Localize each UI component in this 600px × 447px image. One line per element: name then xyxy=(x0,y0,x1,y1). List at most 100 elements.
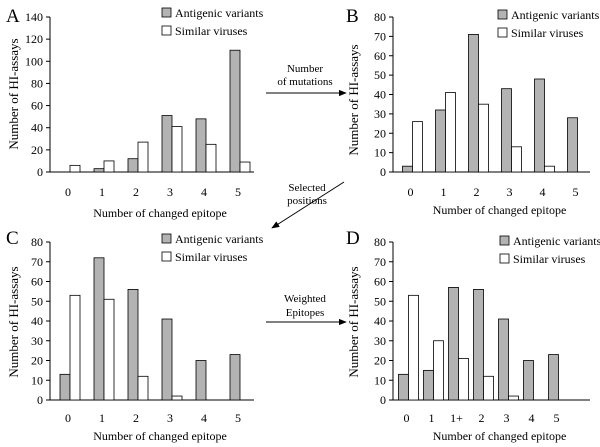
y-tick-label: 30 xyxy=(374,334,386,348)
y-tick-label: 60 xyxy=(374,49,386,63)
x-axis-label: Number of changed epitope xyxy=(433,203,567,217)
bar-antigenic-2 xyxy=(468,34,479,173)
bar-antigenic-3 xyxy=(501,88,512,173)
bar-antigenic-0 xyxy=(398,373,409,401)
y-tick-label: 80 xyxy=(31,76,43,90)
bar-antigenic-1 xyxy=(423,369,434,401)
y-tick-label: 50 xyxy=(374,68,386,82)
panel-A: A 0 20 40 60 80 100 120 140 0 1 2 3 4 5 Number of chang… xyxy=(6,6,264,220)
bar-similar-3 xyxy=(511,146,522,173)
legend: Antigenic variants Similar viruses xyxy=(161,232,264,264)
x-tick-label: 1 xyxy=(429,411,435,425)
y-tick-label: 10 xyxy=(374,373,386,387)
bar-antigenic-3 xyxy=(161,115,173,173)
bar-antigenic-5 xyxy=(229,49,241,173)
y-tick-label: 40 xyxy=(374,88,386,102)
arrow-label: Weighted xyxy=(284,293,326,305)
x-tick-label: 2 xyxy=(133,411,139,425)
bar-similar-2 xyxy=(478,103,489,173)
y-tick-label: 70 xyxy=(31,255,43,269)
y-axis-label: Number of HI-assays xyxy=(6,38,21,149)
x-tick-label: 5 xyxy=(573,185,579,199)
bar-antigenic-5 xyxy=(548,354,559,401)
y-tick-label: 60 xyxy=(31,99,43,113)
y-axis-label: Number of HI-assays xyxy=(346,44,361,155)
bar-similar-4 xyxy=(544,165,555,173)
x-axis-label: Number of changed epitope xyxy=(93,206,227,220)
y-tick-label: 30 xyxy=(31,334,43,348)
bar-similar-3 xyxy=(171,395,183,401)
x-tick-label: 1 xyxy=(441,185,447,199)
legend-label-antigenic: Antigenic variants xyxy=(511,8,600,22)
y-tick-label: 20 xyxy=(374,126,386,140)
x-tick-label: 0 xyxy=(408,185,414,199)
bar-antigenic-1+ xyxy=(448,287,459,401)
legend-label-antigenic: Antigenic variants xyxy=(175,232,264,246)
bar-antigenic-2 xyxy=(127,158,139,173)
legend-swatch-antigenic xyxy=(161,7,172,18)
bar-antigenic-0 xyxy=(402,165,413,173)
x-tick-label: 2 xyxy=(479,411,485,425)
legend-label-similar: Similar viruses xyxy=(175,250,248,264)
bar-similar-3 xyxy=(171,126,183,173)
legend-swatch-antigenic xyxy=(161,233,172,244)
y-tick-label: 10 xyxy=(374,146,386,160)
x-tick-label: 1 xyxy=(99,185,105,199)
x-tick-label: 2 xyxy=(133,185,139,199)
bar-similar-3 xyxy=(508,395,519,401)
x-tick-label: 3 xyxy=(167,185,173,199)
legend: Antigenic variants Similar viruses xyxy=(161,6,264,38)
arrow-label: positions xyxy=(287,195,327,207)
y-tick-label: 140 xyxy=(25,10,43,24)
legend-swatch-similar xyxy=(499,253,510,264)
legend-swatch-antigenic xyxy=(497,9,508,20)
bar-similar-2 xyxy=(483,375,494,401)
x-tick-label: 0 xyxy=(404,411,410,425)
panel-B: B 0 10 20 30 40 50 60 70 80 0 1 2 3 4 5 Number of change… xyxy=(346,6,600,217)
x-tick-label: 3 xyxy=(167,411,173,425)
panel-C: C 0 10 20 30 40 50 60 70 80 0 1 2 3 4 5 Number of change… xyxy=(6,228,264,443)
bar-antigenic-4 xyxy=(523,360,534,401)
x-tick-label: 0 xyxy=(65,185,71,199)
x-tick-label: 3 xyxy=(507,185,513,199)
bar-antigenic-2 xyxy=(127,288,139,401)
y-tick-label: 0 xyxy=(380,165,386,179)
x-tick-label: 4 xyxy=(201,185,207,199)
legend-swatch-antigenic xyxy=(499,235,510,246)
legend-swatch-similar xyxy=(161,25,172,36)
legend: Antigenic variants Similar viruses xyxy=(497,8,600,40)
y-tick-label: 40 xyxy=(31,121,43,135)
x-tick-label: 1+ xyxy=(450,411,463,425)
y-tick-label: 70 xyxy=(374,29,386,43)
x-tick-label: 4 xyxy=(201,411,207,425)
y-tick-label: 0 xyxy=(37,393,43,407)
x-tick-label: 4 xyxy=(540,185,546,199)
bar-similar-2 xyxy=(137,375,149,401)
y-tick-label: 80 xyxy=(374,10,386,24)
y-tick-label: 10 xyxy=(31,373,43,387)
y-tick-label: 40 xyxy=(374,314,386,328)
legend-label-similar: Similar viruses xyxy=(511,26,584,40)
x-axis-label: Number of changed epitope xyxy=(433,429,567,443)
panel-letter: B xyxy=(346,6,359,27)
x-tick-label: 5 xyxy=(235,185,241,199)
legend-swatch-similar xyxy=(497,27,508,38)
y-tick-label: 70 xyxy=(374,255,386,269)
panel-letter: A xyxy=(6,6,20,27)
y-tick-label: 0 xyxy=(380,393,386,407)
bar-similar-0 xyxy=(408,294,419,401)
y-tick-label: 20 xyxy=(31,143,43,157)
arrow-label: Epitopes xyxy=(286,307,325,319)
x-tick-label: 5 xyxy=(554,411,560,425)
bar-similar-0 xyxy=(69,294,81,401)
bar-antigenic-5 xyxy=(229,354,241,401)
y-tick-label: 0 xyxy=(37,165,43,179)
x-tick-label: 2 xyxy=(474,185,480,199)
arrow-line xyxy=(271,181,345,229)
bar-antigenic-0 xyxy=(59,373,71,401)
y-tick-label: 80 xyxy=(31,235,43,249)
bar-antigenic-5 xyxy=(567,117,578,173)
